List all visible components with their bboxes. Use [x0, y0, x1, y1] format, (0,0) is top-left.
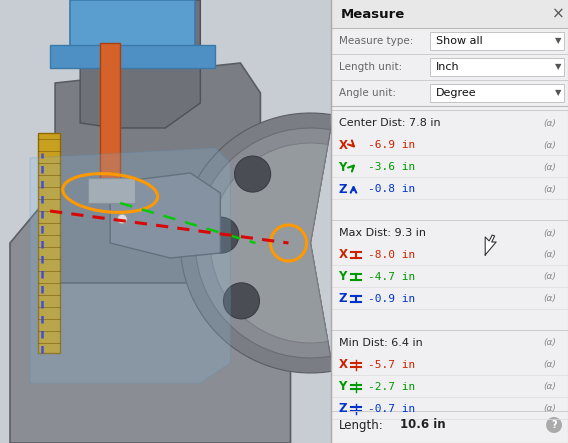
Text: (α): (α): [544, 118, 557, 128]
Text: (α): (α): [544, 140, 557, 149]
Text: Degree: Degree: [436, 88, 477, 98]
Polygon shape: [485, 235, 496, 255]
Circle shape: [203, 217, 239, 253]
Text: Y: Y: [339, 381, 347, 393]
Text: (α): (α): [544, 295, 557, 303]
Text: (α): (α): [544, 272, 557, 281]
Text: X: X: [339, 139, 348, 152]
Bar: [431, 32, 564, 50]
Text: ×: ×: [552, 7, 565, 22]
Text: (α): (α): [544, 250, 557, 260]
Text: ?: ?: [551, 420, 557, 430]
Text: Center Dist: 7.8 in: Center Dist: 7.8 in: [339, 118, 440, 128]
Bar: [331, 0, 568, 28]
Text: (α): (α): [544, 229, 557, 237]
Text: -2.7 in: -2.7 in: [369, 382, 416, 392]
Text: (α): (α): [544, 361, 557, 369]
Text: Measure type:: Measure type:: [339, 36, 413, 46]
Text: (α): (α): [544, 184, 557, 194]
Text: Show all: Show all: [436, 36, 483, 46]
Polygon shape: [55, 63, 261, 283]
Text: Z: Z: [339, 403, 347, 416]
Bar: [431, 58, 564, 76]
Text: X: X: [339, 249, 348, 261]
Text: (α): (α): [544, 163, 557, 171]
Bar: [431, 84, 564, 102]
Polygon shape: [70, 0, 195, 53]
Polygon shape: [80, 0, 201, 128]
Wedge shape: [195, 128, 331, 358]
Polygon shape: [50, 45, 215, 68]
Circle shape: [546, 417, 562, 433]
Circle shape: [223, 283, 260, 319]
Polygon shape: [110, 173, 220, 258]
Text: -5.7 in: -5.7 in: [369, 360, 416, 370]
Text: Z: Z: [339, 183, 347, 195]
Text: (α): (α): [544, 338, 557, 347]
Text: -8.0 in: -8.0 in: [369, 250, 416, 260]
Ellipse shape: [90, 187, 130, 202]
Polygon shape: [100, 43, 120, 193]
Text: -6.9 in: -6.9 in: [369, 140, 416, 150]
Text: X: X: [339, 358, 348, 372]
Text: Min Dist: 6.4 in: Min Dist: 6.4 in: [339, 338, 422, 348]
Text: ▼: ▼: [555, 62, 561, 71]
Text: -0.9 in: -0.9 in: [369, 294, 416, 304]
Text: Angle unit:: Angle unit:: [339, 88, 395, 98]
Text: Max Dist: 9.3 in: Max Dist: 9.3 in: [339, 228, 425, 238]
Text: (α): (α): [544, 404, 557, 413]
Text: Z: Z: [339, 292, 347, 306]
Text: (α): (α): [544, 382, 557, 392]
Text: -0.7 in: -0.7 in: [369, 404, 416, 414]
Text: Length unit:: Length unit:: [339, 62, 402, 72]
Text: ▼: ▼: [555, 36, 561, 46]
Text: 10.6 in: 10.6 in: [400, 419, 446, 431]
Polygon shape: [88, 178, 135, 203]
Text: Y: Y: [339, 271, 347, 284]
Text: ▼: ▼: [555, 89, 561, 97]
Text: Y: Y: [339, 160, 347, 174]
Circle shape: [117, 214, 127, 224]
Text: Length:: Length:: [339, 419, 383, 431]
Wedge shape: [210, 143, 328, 343]
Text: -0.8 in: -0.8 in: [369, 184, 416, 194]
Wedge shape: [180, 113, 333, 373]
Polygon shape: [10, 183, 290, 443]
Text: Measure: Measure: [341, 8, 405, 20]
Text: Inch: Inch: [436, 62, 460, 72]
Text: -4.7 in: -4.7 in: [369, 272, 416, 282]
Polygon shape: [30, 148, 231, 383]
Text: -3.6 in: -3.6 in: [369, 162, 416, 172]
Polygon shape: [38, 133, 60, 353]
Circle shape: [235, 156, 270, 192]
